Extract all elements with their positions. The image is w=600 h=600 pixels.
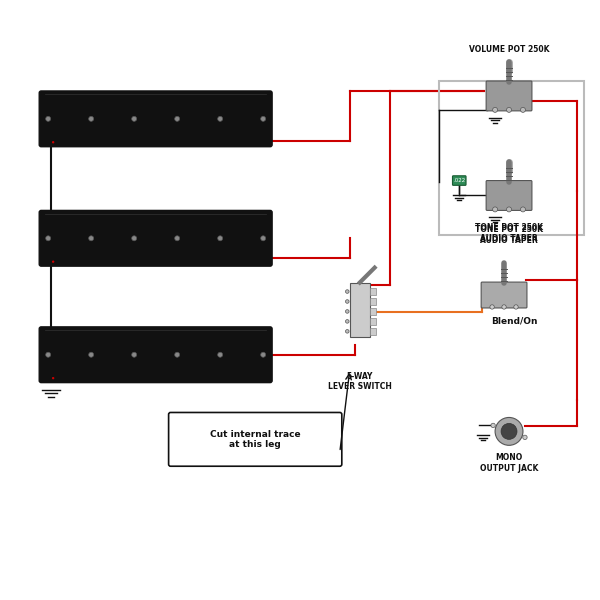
Circle shape (46, 352, 50, 357)
Bar (370, 308, 376, 315)
Circle shape (493, 107, 497, 112)
Circle shape (260, 352, 266, 357)
Circle shape (346, 300, 349, 303)
Circle shape (218, 352, 223, 357)
FancyBboxPatch shape (39, 327, 272, 383)
Circle shape (46, 116, 50, 121)
Bar (370, 298, 376, 305)
FancyBboxPatch shape (39, 211, 272, 266)
Bar (439, 81, 584, 235)
Circle shape (131, 352, 137, 357)
Circle shape (175, 352, 179, 357)
Text: MONO
OUTPUT JACK: MONO OUTPUT JACK (480, 453, 538, 473)
Circle shape (218, 116, 223, 121)
Circle shape (495, 418, 523, 445)
Circle shape (260, 116, 266, 121)
Circle shape (502, 305, 506, 309)
Circle shape (346, 290, 349, 293)
Circle shape (175, 236, 179, 241)
FancyBboxPatch shape (39, 91, 272, 147)
FancyBboxPatch shape (481, 282, 527, 308)
FancyBboxPatch shape (486, 181, 532, 211)
Circle shape (520, 207, 526, 212)
Circle shape (506, 207, 512, 212)
Circle shape (131, 236, 137, 241)
Bar (370, 288, 376, 295)
Circle shape (490, 305, 494, 309)
Circle shape (346, 329, 349, 333)
Text: TONE POT 250K
AUDIO TAPER: TONE POT 250K AUDIO TAPER (475, 226, 543, 245)
Bar (370, 328, 376, 335)
Circle shape (218, 236, 223, 241)
Circle shape (520, 107, 526, 112)
FancyBboxPatch shape (452, 176, 466, 185)
Text: VOLUME POT 250K: VOLUME POT 250K (469, 45, 549, 54)
Text: .022: .022 (453, 178, 466, 183)
Circle shape (491, 423, 495, 428)
FancyBboxPatch shape (486, 81, 532, 111)
Circle shape (260, 236, 266, 241)
Circle shape (514, 305, 518, 309)
Text: Blend/On: Blend/On (491, 317, 537, 326)
FancyBboxPatch shape (169, 412, 342, 466)
Circle shape (175, 116, 179, 121)
Bar (370, 318, 376, 325)
Circle shape (89, 116, 94, 121)
Circle shape (89, 236, 94, 241)
Circle shape (523, 435, 527, 440)
Circle shape (52, 141, 55, 143)
Bar (350, 283, 370, 337)
Circle shape (46, 236, 50, 241)
Circle shape (346, 320, 349, 323)
Circle shape (131, 116, 137, 121)
Circle shape (346, 310, 349, 313)
Circle shape (52, 377, 55, 379)
Circle shape (52, 260, 55, 263)
Text: TONE POT 250K
AUDIO TAPER: TONE POT 250K AUDIO TAPER (475, 223, 543, 243)
Text: 5-WAY
LEVER SWITCH: 5-WAY LEVER SWITCH (328, 371, 392, 391)
Circle shape (89, 352, 94, 357)
Circle shape (501, 424, 517, 439)
Circle shape (506, 107, 512, 112)
Circle shape (493, 207, 497, 212)
Text: Cut internal trace
at this leg: Cut internal trace at this leg (210, 430, 301, 449)
